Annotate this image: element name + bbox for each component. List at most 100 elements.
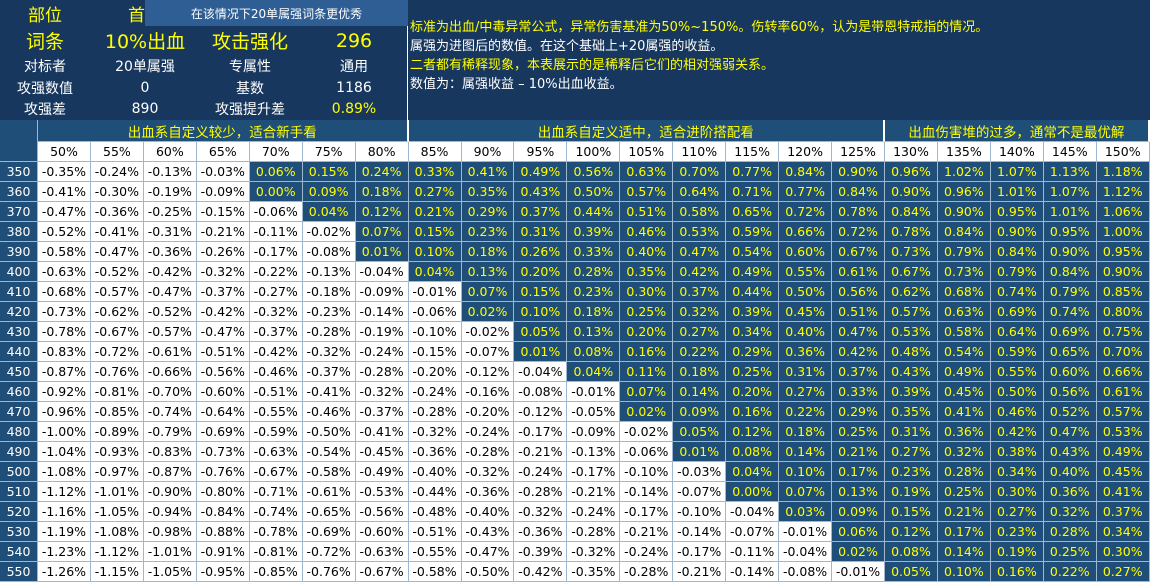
cell: -0.97%: [90, 462, 144, 482]
cell: 0.45%: [937, 382, 991, 402]
cell: 0.66%: [779, 222, 833, 242]
cell: -0.84%: [196, 502, 250, 522]
table: 出血系自定义较少，适合新手看 50% 55% 60% 65% 70% 75% 80% 出血系自定…: [0, 120, 1150, 582]
cell: -0.28%: [620, 562, 674, 582]
cell: -0.87%: [38, 362, 91, 382]
cell: 0.34%: [1096, 522, 1150, 542]
cell: 0.95%: [990, 202, 1044, 222]
cell: -0.55%: [249, 402, 303, 422]
cell: 0.07%: [779, 482, 833, 502]
cell: -1.00%: [38, 422, 91, 442]
cell: -0.01%: [567, 382, 621, 402]
column-header: 110%: [673, 142, 727, 162]
cell: -0.07%: [673, 482, 727, 502]
cell: 0.84%: [885, 202, 938, 222]
cell: -0.10%: [673, 502, 727, 522]
cell: -0.79%: [143, 422, 197, 442]
info-cell: 296: [335, 29, 373, 52]
cell: 0.18%: [355, 182, 409, 202]
cell: -0.15%: [408, 342, 462, 362]
cell: 0.13%: [461, 262, 515, 282]
cell: -0.64%: [196, 402, 250, 422]
cell: -0.32%: [355, 382, 409, 402]
cell: -0.24%: [90, 162, 144, 182]
cell: 0.26%: [514, 242, 568, 262]
cell: -0.07%: [461, 342, 515, 362]
cell: 0.54%: [937, 342, 991, 362]
cell: 0.45%: [779, 302, 833, 322]
description-line: 数值为：属强收益 – 10%出血收益。: [410, 77, 623, 92]
cell: -0.26%: [196, 242, 250, 262]
cell: 0.56%: [1043, 382, 1097, 402]
cell: -0.36%: [143, 242, 197, 262]
cell: -0.61%: [143, 342, 197, 362]
cell: -1.05%: [143, 562, 197, 582]
cell: -0.21%: [620, 522, 674, 542]
cell: -0.81%: [249, 542, 303, 562]
cell: 0.74%: [990, 282, 1044, 302]
cell: 0.27%: [779, 382, 833, 402]
cell: -0.68%: [38, 282, 91, 302]
info-cell: 专属性: [229, 59, 271, 75]
cell: -0.70%: [143, 382, 197, 402]
cell: 0.37%: [1096, 502, 1150, 522]
cell: -0.56%: [196, 362, 250, 382]
cell: -0.94%: [143, 502, 197, 522]
cell: 1.18%: [1096, 162, 1150, 182]
cell: 0.01%: [673, 442, 727, 462]
cell: 0.49%: [937, 362, 991, 382]
cell: -0.17%: [620, 502, 674, 522]
cell: 0.57%: [620, 182, 674, 202]
row-header: 500: [0, 462, 38, 482]
cell: 0.05%: [885, 562, 938, 582]
cell: -0.17%: [249, 242, 303, 262]
cell: -0.78%: [249, 522, 303, 542]
column-header: 65%: [196, 142, 250, 162]
info-cell: 通用: [340, 59, 368, 75]
cell: 0.41%: [1096, 482, 1150, 502]
cell: 0.15%: [302, 162, 356, 182]
cell: -0.35%: [38, 162, 91, 182]
cell: 0.47%: [673, 242, 727, 262]
cell: 0.45%: [1096, 462, 1150, 482]
column-header: 90%: [461, 142, 515, 162]
cell: 0.34%: [990, 462, 1044, 482]
cell: 0.60%: [779, 242, 833, 262]
cell: 0.84%: [937, 222, 991, 242]
cell: 0.17%: [937, 522, 991, 542]
cell: -0.37%: [249, 322, 303, 342]
cell: -0.25%: [143, 202, 197, 222]
cell: -0.32%: [514, 502, 568, 522]
cell: 0.12%: [726, 422, 780, 442]
cell: 0.35%: [461, 182, 515, 202]
cell: -0.58%: [408, 562, 462, 582]
cell: 0.04%: [726, 462, 780, 482]
cell: 0.22%: [779, 402, 833, 422]
cell: -0.47%: [90, 242, 144, 262]
column-header: 50%: [38, 142, 91, 162]
cell: -0.24%: [567, 502, 621, 522]
cell: -0.27%: [249, 282, 303, 302]
row-header: 390: [0, 242, 38, 262]
column-header: 115%: [726, 142, 780, 162]
cell: 0.08%: [885, 542, 938, 562]
cell: 0.19%: [990, 542, 1044, 562]
cell: -0.31%: [143, 222, 197, 242]
info-cell: 部位: [28, 5, 62, 26]
cell: -0.48%: [408, 502, 462, 522]
cell: -0.32%: [461, 462, 515, 482]
cell: -0.15%: [196, 202, 250, 222]
cell: -0.35%: [567, 562, 621, 582]
cell: -0.28%: [408, 402, 462, 422]
cell: 0.42%: [832, 342, 885, 362]
cell: 0.40%: [620, 242, 674, 262]
cell: 0.84%: [1043, 262, 1097, 282]
cell: 0.32%: [673, 302, 727, 322]
cell: -0.81%: [90, 382, 144, 402]
cell: -0.57%: [90, 282, 144, 302]
cell: -0.21%: [673, 562, 727, 582]
cell: 0.77%: [726, 162, 780, 182]
cell: -0.02%: [302, 222, 356, 242]
cell: 0.10%: [937, 562, 991, 582]
cell: -0.07%: [726, 522, 780, 542]
